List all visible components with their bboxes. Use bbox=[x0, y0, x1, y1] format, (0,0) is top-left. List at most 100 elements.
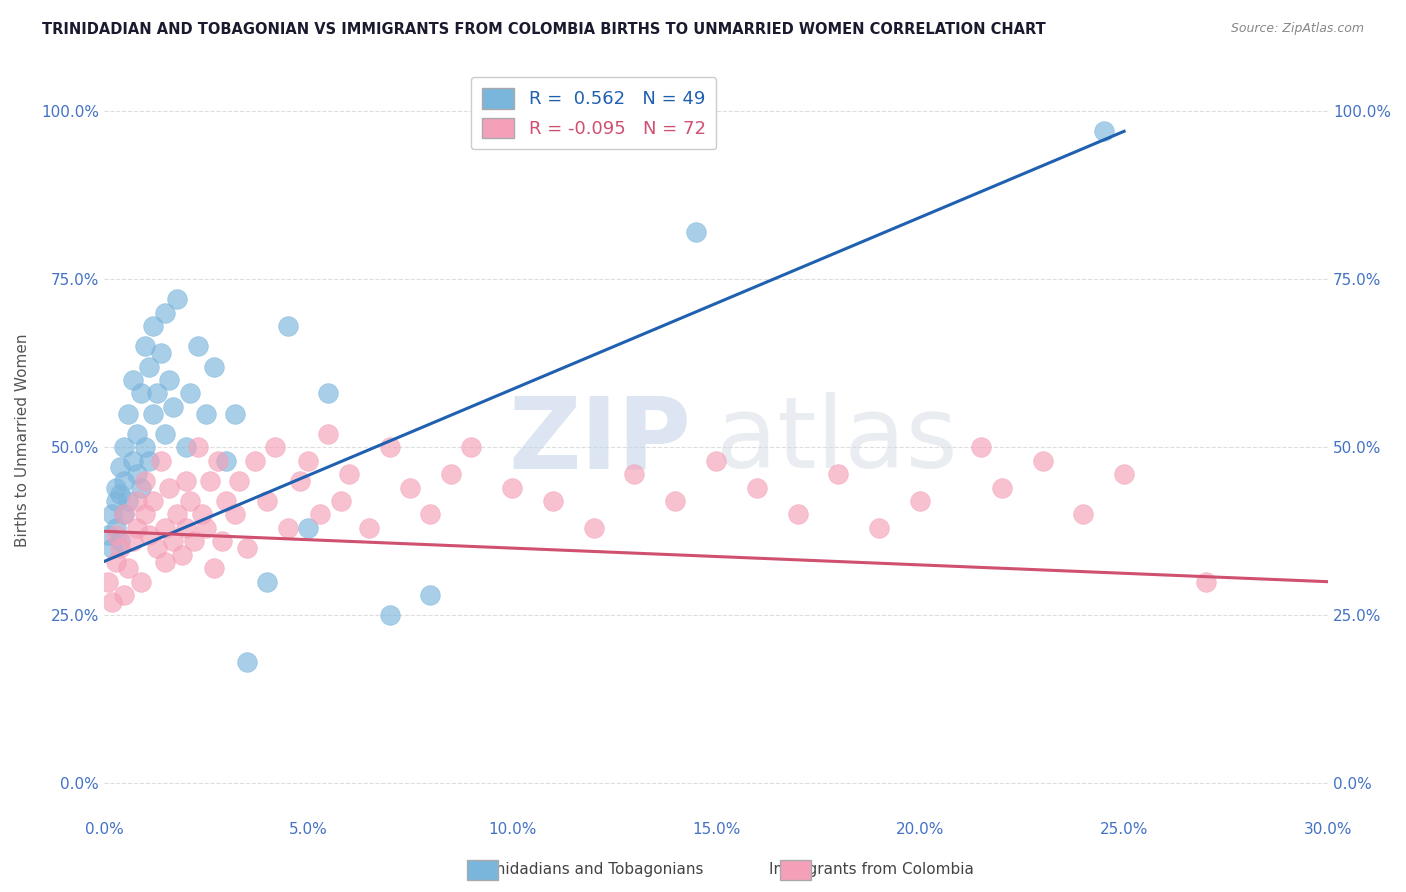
Point bbox=[150, 346, 173, 360]
Point bbox=[112, 440, 135, 454]
Point bbox=[202, 359, 225, 374]
Point bbox=[198, 474, 221, 488]
Point bbox=[202, 561, 225, 575]
Point bbox=[117, 407, 139, 421]
Point bbox=[146, 386, 169, 401]
Point bbox=[153, 521, 176, 535]
Point bbox=[166, 293, 188, 307]
Point bbox=[440, 467, 463, 482]
Point bbox=[623, 467, 645, 482]
Legend: R =  0.562   N = 49, R = -0.095   N = 72: R = 0.562 N = 49, R = -0.095 N = 72 bbox=[471, 77, 717, 149]
Point bbox=[179, 386, 201, 401]
Point bbox=[105, 521, 128, 535]
Point bbox=[117, 494, 139, 508]
Point bbox=[134, 474, 156, 488]
Point bbox=[582, 521, 605, 535]
Point bbox=[125, 467, 148, 482]
Point bbox=[329, 494, 352, 508]
Point bbox=[359, 521, 381, 535]
Point bbox=[112, 588, 135, 602]
Point bbox=[134, 440, 156, 454]
Point bbox=[105, 555, 128, 569]
Point bbox=[288, 474, 311, 488]
Point bbox=[277, 521, 299, 535]
Point bbox=[215, 453, 238, 467]
Point bbox=[153, 426, 176, 441]
Point bbox=[146, 541, 169, 555]
Point bbox=[990, 481, 1012, 495]
Point bbox=[277, 319, 299, 334]
Text: Source: ZipAtlas.com: Source: ZipAtlas.com bbox=[1230, 22, 1364, 36]
Point bbox=[134, 339, 156, 353]
Point bbox=[337, 467, 360, 482]
Point bbox=[419, 588, 441, 602]
Text: TRINIDADIAN AND TOBAGONIAN VS IMMIGRANTS FROM COLOMBIA BIRTHS TO UNMARRIED WOMEN: TRINIDADIAN AND TOBAGONIAN VS IMMIGRANTS… bbox=[42, 22, 1046, 37]
Point bbox=[211, 534, 233, 549]
Point bbox=[138, 453, 160, 467]
Point bbox=[191, 508, 214, 522]
Point bbox=[125, 521, 148, 535]
Point bbox=[129, 574, 152, 589]
Text: ZIP: ZIP bbox=[509, 392, 692, 489]
Text: Immigrants from Colombia: Immigrants from Colombia bbox=[769, 863, 974, 877]
Point bbox=[162, 400, 184, 414]
Point bbox=[142, 319, 165, 334]
Point bbox=[195, 521, 218, 535]
Point bbox=[105, 527, 128, 541]
Point bbox=[153, 306, 176, 320]
Point bbox=[207, 453, 229, 467]
Point bbox=[460, 440, 482, 454]
Point bbox=[117, 561, 139, 575]
Point bbox=[228, 474, 250, 488]
Point bbox=[105, 481, 128, 495]
Point bbox=[129, 386, 152, 401]
Point bbox=[256, 574, 278, 589]
Point bbox=[97, 527, 120, 541]
Point bbox=[378, 608, 401, 623]
Point bbox=[166, 508, 188, 522]
Point bbox=[1071, 508, 1094, 522]
Point bbox=[224, 407, 246, 421]
Point bbox=[685, 225, 707, 239]
Point bbox=[157, 373, 180, 387]
Point bbox=[101, 595, 124, 609]
Point bbox=[112, 508, 135, 522]
Point bbox=[243, 453, 266, 467]
Point bbox=[110, 487, 132, 501]
Point bbox=[1031, 453, 1053, 467]
Point bbox=[297, 453, 319, 467]
Point bbox=[183, 534, 205, 549]
Point bbox=[187, 339, 209, 353]
Point bbox=[868, 521, 890, 535]
Point bbox=[110, 534, 132, 549]
Point bbox=[138, 527, 160, 541]
Point bbox=[101, 508, 124, 522]
Point bbox=[1092, 124, 1115, 138]
Point bbox=[908, 494, 931, 508]
Point bbox=[236, 656, 259, 670]
Point bbox=[419, 508, 441, 522]
Point bbox=[970, 440, 993, 454]
Point bbox=[827, 467, 849, 482]
Point bbox=[318, 426, 340, 441]
Point bbox=[501, 481, 523, 495]
Point bbox=[142, 407, 165, 421]
Point bbox=[399, 481, 422, 495]
Point bbox=[1114, 467, 1136, 482]
Point bbox=[179, 494, 201, 508]
Point bbox=[187, 440, 209, 454]
Point bbox=[129, 481, 152, 495]
Point bbox=[153, 555, 176, 569]
Point bbox=[309, 508, 332, 522]
Point bbox=[105, 494, 128, 508]
Point bbox=[224, 508, 246, 522]
Point bbox=[112, 474, 135, 488]
Point bbox=[318, 386, 340, 401]
Point bbox=[125, 426, 148, 441]
Point bbox=[704, 453, 727, 467]
Point bbox=[150, 453, 173, 467]
Point bbox=[142, 494, 165, 508]
Point bbox=[664, 494, 686, 508]
Point bbox=[101, 541, 124, 555]
Y-axis label: Births to Unmarried Women: Births to Unmarried Women bbox=[15, 334, 30, 548]
